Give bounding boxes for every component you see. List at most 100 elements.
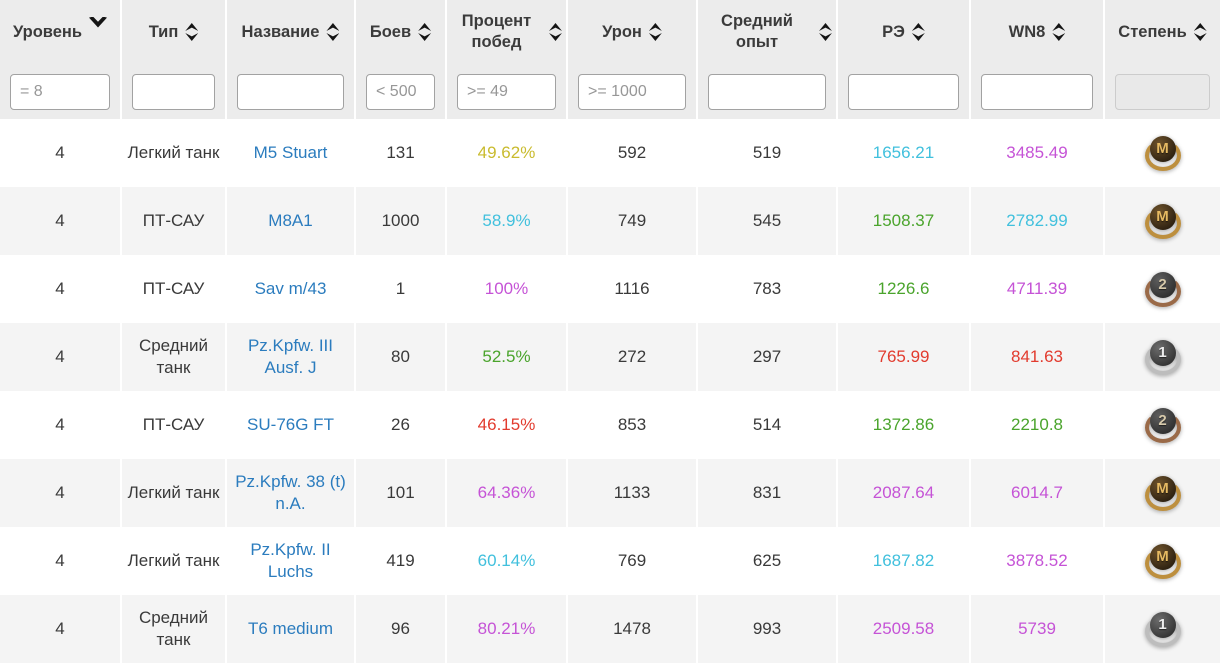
filter-input-damage[interactable] (578, 73, 686, 110)
cell-damage: 1478 (566, 595, 697, 663)
badge-letter: 1 (1149, 612, 1176, 638)
column-header-damage[interactable]: Урон (566, 0, 697, 64)
filter-cell-damage (566, 64, 697, 119)
badge-letter: M (1149, 476, 1176, 502)
cell-mastery: 2 (1103, 255, 1220, 323)
cell-name: Pz.Kpfw. II Luchs (225, 527, 355, 595)
filter-input-winrate[interactable] (457, 73, 556, 110)
cell-level: 4 (55, 142, 65, 162)
tank-link[interactable]: T6 medium (247, 618, 334, 638)
cell-winrate: 46.15% (445, 391, 567, 459)
sort-down-arrow-icon (418, 33, 432, 41)
tank-link[interactable]: Pz.Kpfw. III Ausf. J (247, 335, 334, 377)
laurel-wreath-icon (1144, 480, 1181, 511)
laurel-wreath-icon (1144, 548, 1181, 579)
sort-up-arrow-icon (1193, 23, 1207, 31)
cell-name: M8A1 (225, 187, 355, 255)
cell-re: 2509.58 (836, 595, 970, 663)
cell-level: 4 (55, 210, 65, 230)
column-label-level: Уровень (12, 22, 82, 41)
cell-winrate: 52.5% (445, 323, 567, 391)
cell-avgxp: 625 (696, 527, 837, 595)
cell-name: Pz.Kpfw. III Ausf. J (225, 323, 355, 391)
cell-mastery: 1 (1103, 323, 1220, 391)
cell-re: 1508.37 (836, 187, 970, 255)
table-body: 4 Легкий танк M5 Stuart 131 49.62% 592 519 1656… (0, 119, 1220, 663)
column-header-winrate[interactable]: Процент побед (445, 0, 567, 64)
sort-up-arrow-icon (418, 23, 432, 31)
winrate-value: 46.15% (477, 414, 536, 434)
sort-up-arrow-icon (185, 23, 199, 31)
tank-link[interactable]: Pz.Kpfw. II Luchs (250, 539, 331, 581)
filter-input-name[interactable] (237, 73, 344, 110)
tank-link[interactable]: SU-76G FT (247, 414, 334, 434)
sort-up-arrow-icon (1052, 23, 1066, 31)
cell-winrate: 49.62% (445, 119, 567, 187)
winrate-value: 64.36% (477, 482, 536, 502)
re-value: 2509.58 (872, 618, 935, 638)
tank-link[interactable]: Sav m/43 (254, 278, 327, 298)
filter-input-battles[interactable] (366, 73, 435, 110)
column-header-avgxp[interactable]: Средний опыт (696, 0, 837, 64)
cell-re: 1226.6 (836, 255, 970, 323)
cell-level: 4 (55, 346, 65, 366)
mastery-badge-M: M (1143, 541, 1183, 581)
cell-re: 1656.21 (836, 119, 970, 187)
wn8-value: 4711.39 (1006, 278, 1068, 298)
column-header-wn8[interactable]: WN8 (969, 0, 1104, 64)
filter-input-wn8[interactable] (981, 73, 1093, 110)
column-label-re: РЭ (882, 22, 905, 41)
filter-cell-battles (354, 64, 446, 119)
filter-cell-wn8 (969, 64, 1104, 119)
cell-battles: 26 (354, 391, 446, 459)
cell-avgxp: 514 (696, 391, 837, 459)
mastery-badge-2: 2 (1143, 269, 1183, 309)
column-header-re[interactable]: РЭ (836, 0, 970, 64)
cell-avgxp: 783 (696, 255, 837, 323)
column-label-type: Тип (148, 22, 179, 41)
cell-mastery: M (1103, 527, 1220, 595)
column-header-type[interactable]: Тип (120, 0, 226, 64)
filter-input-avgxp[interactable] (708, 73, 826, 110)
cell-winrate: 64.36% (445, 459, 567, 527)
cell-re: 2087.64 (836, 459, 970, 527)
cell-type: ПТ-САУ (120, 187, 226, 255)
cell-wn8: 2210.8 (969, 391, 1104, 459)
cell-name: Pz.Kpfw. 38 (t) n.A. (225, 459, 355, 527)
cell-battles: 1000 (354, 187, 446, 255)
column-header-level[interactable]: Уровень (0, 0, 121, 64)
cell-battles: 419 (354, 527, 446, 595)
sort-down-arrow-icon (549, 33, 562, 41)
cell-name: Sav m/43 (225, 255, 355, 323)
tank-link[interactable]: M5 Stuart (253, 142, 328, 162)
cell-battles: 131 (354, 119, 446, 187)
table-row: 4 ПТ-САУ SU-76G FT 26 46.15% 853 514 1372.86 221… (0, 391, 1220, 459)
sort-up-arrow-icon (911, 23, 925, 31)
cell-winrate: 58.9% (445, 187, 567, 255)
cell-avgxp: 831 (696, 459, 837, 527)
cell-level: 4 (55, 482, 65, 502)
filter-input-re[interactable] (848, 73, 959, 110)
table-row: 4 Легкий танк M5 Stuart 131 49.62% 592 519 1656… (0, 119, 1220, 187)
cell-mastery: 2 (1103, 391, 1220, 459)
cell-name: T6 medium (225, 595, 355, 663)
sort-both-icon (1193, 23, 1207, 41)
cell-level: 4 (55, 414, 65, 434)
mastery-badge-1: 1 (1143, 337, 1183, 377)
column-header-battles[interactable]: Боев (354, 0, 446, 64)
table-row: 4 ПТ-САУ M8A1 1000 58.9% 749 545 1508.37 2782.99… (0, 187, 1220, 255)
column-header-mastery[interactable]: Степень (1103, 0, 1220, 64)
cell-damage: 749 (566, 187, 697, 255)
cell-name: M5 Stuart (225, 119, 355, 187)
badge-letter: M (1149, 204, 1176, 230)
cell-avgxp: 519 (696, 119, 837, 187)
filter-input-level[interactable] (10, 73, 110, 110)
cell-level: 4 (55, 550, 65, 570)
filter-input-type[interactable] (132, 73, 215, 110)
cell-winrate: 100% (445, 255, 567, 323)
column-header-name[interactable]: Название (225, 0, 355, 64)
tank-link[interactable]: M8A1 (268, 210, 313, 230)
badge-letter: 2 (1149, 408, 1176, 434)
tank-link[interactable]: Pz.Kpfw. 38 (t) n.A. (235, 471, 346, 513)
